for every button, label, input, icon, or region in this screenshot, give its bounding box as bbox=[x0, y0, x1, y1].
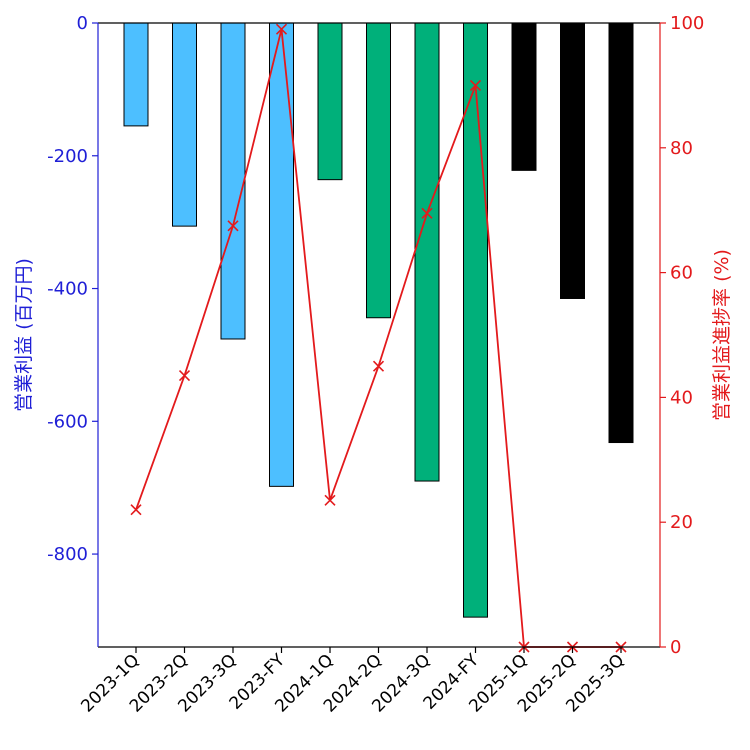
progress-marker-2023-FY bbox=[275, 23, 288, 35]
y-right-tick-label: 60 bbox=[670, 263, 693, 284]
progress-marker-2024-FY bbox=[469, 79, 482, 91]
y-axis-left-label: 営業利益 (百万円) bbox=[13, 258, 35, 412]
y-right-tick-label: 0 bbox=[670, 637, 681, 658]
bar-2025-2Q bbox=[560, 22, 585, 299]
progress-marker-2023-2Q bbox=[178, 369, 191, 382]
y-left-tick-label: -800 bbox=[47, 544, 88, 565]
bar-2025-1Q bbox=[511, 22, 537, 171]
bar-2024-FY bbox=[463, 22, 488, 618]
y-axis-right-label: 営業利益進捗率 (%) bbox=[711, 249, 733, 421]
y-left-tick-label: 0 bbox=[77, 13, 88, 34]
y-right-tick-label: 100 bbox=[670, 13, 704, 34]
bar-2023-1Q bbox=[123, 22, 149, 127]
bar-2023-3Q bbox=[220, 22, 246, 340]
progress-marker-2024-1Q bbox=[324, 494, 336, 506]
bar-2024-3Q bbox=[414, 22, 440, 482]
axes: 0-200-400-600-8000204060801002023-1Q2023… bbox=[47, 13, 704, 717]
y-left-tick-label: -600 bbox=[47, 411, 88, 432]
progress-marker-2023-3Q bbox=[227, 220, 239, 232]
bar-2023-FY bbox=[269, 22, 294, 487]
y-left-tick-label: -400 bbox=[47, 279, 88, 300]
y-left-tick-label: -200 bbox=[47, 146, 88, 167]
progress-marker-2023-1Q bbox=[130, 504, 142, 516]
y-right-tick-label: 20 bbox=[670, 512, 693, 533]
y-right-tick-label: 80 bbox=[670, 138, 693, 159]
bar-2024-2Q bbox=[366, 22, 391, 319]
progress-marker-2024-3Q bbox=[421, 207, 433, 219]
progress-marker-2024-2Q bbox=[372, 360, 385, 372]
bar-2024-1Q bbox=[317, 22, 343, 181]
bar-2025-3Q bbox=[608, 22, 634, 444]
bar-2023-2Q bbox=[172, 22, 197, 227]
bar-group bbox=[123, 22, 634, 618]
y-right-tick-label: 40 bbox=[670, 387, 693, 408]
